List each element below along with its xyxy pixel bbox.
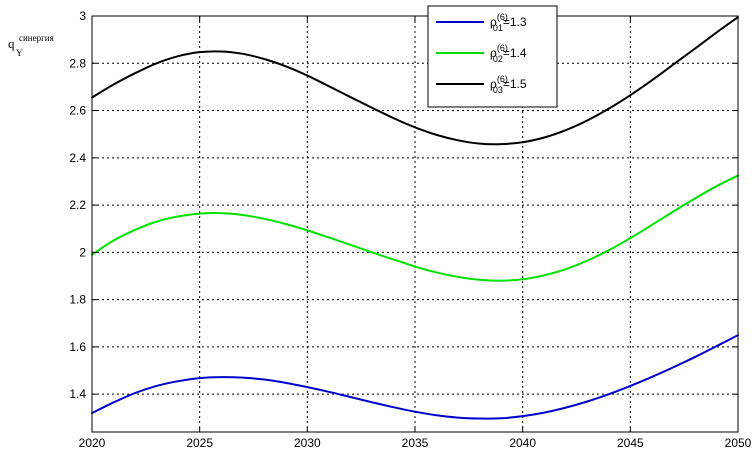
y-tick-label: 2.8 — [69, 56, 86, 70]
axis-ticks: 2020 2025 2030 2035 2040 2045 2050 1.4 1.6 1.8 2 2.… — [69, 9, 751, 450]
legend-label: ρ(6) 02=1.4 — [490, 43, 527, 64]
legend-label: ρ(6) 01=1.3 — [490, 12, 527, 33]
x-tick-label: 2025 — [186, 436, 213, 450]
legend-label: ρ(6) 03=1.5 — [490, 74, 527, 95]
y-axis-label-base: q — [8, 36, 15, 51]
x-tick-label: 2035 — [402, 436, 429, 450]
y-axis-label-subscript: Y — [16, 48, 23, 58]
y-tick-label: 3 — [79, 9, 86, 23]
plot-area — [91, 15, 739, 433]
y-tick-label: 2.6 — [69, 104, 86, 118]
grid — [92, 16, 738, 432]
y-tick-label: 1.6 — [69, 340, 86, 354]
y-tick-label: 2.4 — [69, 151, 86, 165]
y-axis-label-superscript: синергия — [19, 33, 54, 43]
legend: ρ(6) 01=1.3 ρ(6) 02=1.4 ρ(6) 03=1.5 — [427, 5, 558, 108]
x-tick-label: 2050 — [725, 436, 752, 450]
y-tick-label: 1.4 — [69, 387, 86, 401]
series-line-3 — [91, 16, 739, 146]
series-line-2 — [91, 174, 739, 282]
y-tick-label: 1.8 — [69, 293, 86, 307]
y-tick-label: 2 — [79, 245, 86, 259]
y-tick-label: 2.2 — [69, 198, 86, 212]
x-tick-label: 2020 — [79, 436, 106, 450]
x-tick-label: 2045 — [617, 436, 644, 450]
y-axis-label: q синергия — [8, 33, 54, 52]
x-tick-label: 2040 — [509, 436, 536, 450]
x-tick-label: 2030 — [294, 436, 321, 450]
series-line-1 — [91, 334, 739, 420]
series-layer — [91, 16, 739, 420]
